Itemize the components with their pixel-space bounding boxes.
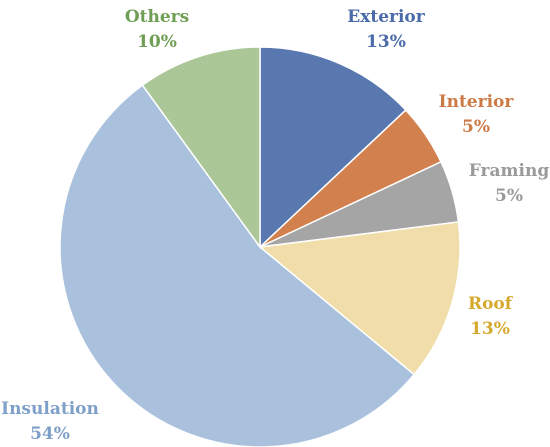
slice-label-insulation: Insulation bbox=[1, 399, 99, 419]
slice-value-insulation: 54% bbox=[30, 424, 70, 444]
slice-value-exterior: 13% bbox=[366, 32, 406, 52]
slice-label-framing: Framing bbox=[469, 161, 550, 181]
slice-label-others: Others bbox=[125, 7, 189, 27]
pie-slice-others bbox=[141, 46, 261, 250]
slice-value-framing: 5% bbox=[495, 186, 523, 206]
slice-value-roof: 13% bbox=[470, 319, 510, 339]
pie-slice-roof bbox=[258, 221, 461, 376]
slice-label-exterior: Exterior bbox=[347, 7, 426, 27]
slice-label-interior: Interior bbox=[439, 92, 515, 112]
pie-slice-insulation bbox=[59, 84, 416, 447]
pie-slice-exterior bbox=[259, 46, 407, 249]
slice-value-interior: 5% bbox=[462, 117, 490, 137]
slice-label-roof: Roof bbox=[468, 294, 514, 314]
slice-value-others: 10% bbox=[137, 32, 177, 52]
pie-slices bbox=[59, 46, 461, 447]
pie-labels: Exterior 13% Interior 5% Framing 5% Roof 13% Ins… bbox=[1, 7, 549, 444]
